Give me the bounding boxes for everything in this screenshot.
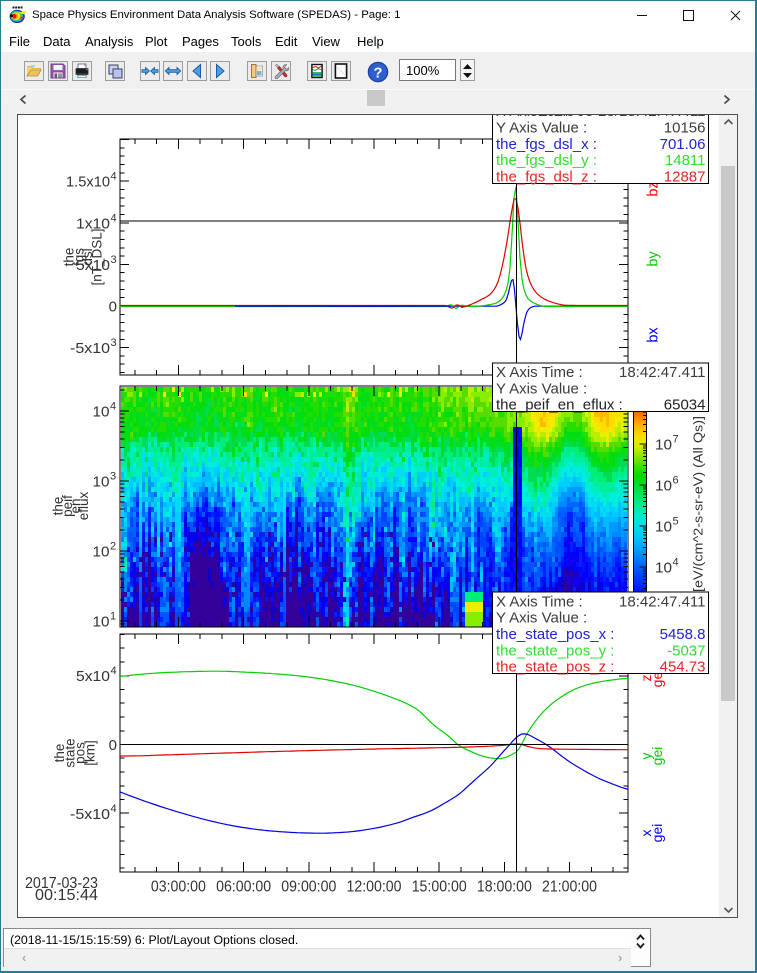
- svg-text:-5x10: -5x10: [70, 340, 110, 357]
- svg-text:10: 10: [93, 544, 110, 561]
- svg-text:2017-03-23/18:42:47.411: 2017-03-23/18:42:47.411: [538, 115, 705, 120]
- svg-text:0: 0: [109, 299, 117, 316]
- svg-text:5: 5: [673, 516, 679, 528]
- svg-text:the_peif_en_eflux :: the_peif_en_eflux :: [496, 397, 623, 414]
- svg-text:X Axis Time :: X Axis Time :: [496, 115, 583, 120]
- svg-text:5x10: 5x10: [76, 668, 110, 685]
- svg-text:4: 4: [673, 557, 679, 569]
- svg-text:3: 3: [111, 254, 117, 266]
- svg-text:7: 7: [673, 434, 679, 446]
- svg-text:-5037: -5037: [667, 642, 705, 659]
- svg-text:state: state: [63, 738, 78, 767]
- svg-text:bx: bx: [646, 327, 662, 343]
- svg-text:dsl: dsl: [80, 248, 95, 265]
- svg-text:1x10: 1x10: [76, 215, 110, 232]
- svg-text:the: the: [51, 497, 66, 516]
- svg-text:701.06: 701.06: [660, 136, 706, 153]
- svg-text:-5x10: -5x10: [70, 806, 110, 823]
- svg-text:18:42:47.411: 18:42:47.411: [619, 593, 705, 610]
- svg-text:eflux: eflux: [76, 491, 91, 520]
- svg-text:5x10: 5x10: [76, 257, 110, 274]
- svg-text:10156: 10156: [664, 120, 706, 137]
- svg-text:bz: bz: [646, 181, 662, 196]
- svg-text:15:00:00: 15:00:00: [412, 879, 467, 896]
- svg-text:4: 4: [110, 401, 116, 413]
- svg-text:the: the: [52, 744, 67, 763]
- svg-text:4: 4: [111, 171, 117, 183]
- svg-text:09:00:00: 09:00:00: [281, 879, 336, 896]
- svg-text:12887: 12887: [664, 168, 706, 185]
- svg-text:pos: pos: [73, 742, 88, 764]
- svg-text:4: 4: [111, 212, 117, 224]
- svg-text:y: y: [638, 753, 654, 760]
- svg-text:fgs: fgs: [72, 248, 87, 266]
- svg-text:Y Axis Value :: Y Axis Value :: [496, 610, 587, 627]
- svg-text:the: the: [62, 248, 77, 267]
- svg-text:4: 4: [111, 803, 117, 815]
- svg-text:18:00:00: 18:00:00: [477, 879, 532, 896]
- svg-text:14811: 14811: [665, 152, 706, 169]
- svg-text:the_state_pos_y :: the_state_pos_y :: [496, 642, 614, 659]
- svg-text:3: 3: [111, 337, 117, 349]
- svg-text:03:00:00: 03:00:00: [151, 879, 206, 896]
- svg-text:the_fgs_dsl_z :: the_fgs_dsl_z :: [496, 168, 597, 185]
- svg-text:by: by: [646, 251, 662, 267]
- svg-text:0: 0: [109, 737, 117, 754]
- svg-text:12:00:00: 12:00:00: [347, 879, 402, 896]
- svg-text:2: 2: [110, 541, 116, 553]
- svg-text:the_state_pos_z :: the_state_pos_z :: [496, 659, 614, 676]
- svg-text:10: 10: [655, 560, 672, 577]
- svg-text:the_fgs_dsl_x :: the_fgs_dsl_x :: [496, 136, 597, 153]
- svg-text:454.73: 454.73: [660, 659, 706, 676]
- svg-text:2017-03-23: 2017-03-23: [25, 875, 98, 892]
- svg-text:10: 10: [655, 519, 672, 536]
- svg-text:[km]: [km]: [83, 740, 98, 766]
- svg-text:[nT_DSL]: [nT_DSL]: [90, 228, 105, 285]
- svg-text:10: 10: [93, 474, 110, 491]
- svg-text:1: 1: [110, 611, 116, 623]
- svg-text:en: en: [68, 498, 83, 513]
- svg-text:4: 4: [111, 665, 117, 677]
- svg-text:18:42:47.411: 18:42:47.411: [619, 364, 705, 381]
- svg-text:the_fgs_dsl_y :: the_fgs_dsl_y :: [496, 152, 597, 169]
- svg-text:06:00:00: 06:00:00: [216, 879, 271, 896]
- svg-text:[eV/(cm^2-s-sr-eV) (All Qs)]: [eV/(cm^2-s-sr-eV) (All Qs)]: [691, 416, 706, 592]
- svg-text:gei: gei: [649, 747, 665, 766]
- svg-text:21:00:00: 21:00:00: [542, 879, 597, 896]
- svg-text:Y Axis Value :: Y Axis Value :: [496, 120, 587, 137]
- svg-text:10: 10: [93, 404, 110, 421]
- svg-text:Y Axis Value :: Y Axis Value :: [496, 380, 587, 397]
- svg-text:10: 10: [655, 478, 672, 495]
- svg-text:10: 10: [93, 614, 110, 631]
- svg-text:?: ?: [374, 66, 383, 82]
- svg-text:peif: peif: [60, 495, 75, 517]
- svg-text:1.5x10: 1.5x10: [66, 174, 110, 191]
- svg-text:10: 10: [655, 437, 672, 454]
- svg-text:6: 6: [673, 475, 679, 487]
- svg-text:the_state_pos_x :: the_state_pos_x :: [496, 626, 614, 643]
- svg-text:65034: 65034: [664, 397, 706, 414]
- svg-text:X Axis Time :: X Axis Time :: [496, 364, 583, 381]
- svg-text:3: 3: [110, 471, 116, 483]
- svg-text:X Axis Time :: X Axis Time :: [496, 593, 583, 610]
- svg-text:5458.8: 5458.8: [660, 626, 706, 643]
- svg-text:z: z: [638, 675, 654, 682]
- svg-text:x: x: [638, 830, 654, 837]
- svg-text:00:15:44: 00:15:44: [35, 887, 98, 904]
- svg-text:gei: gei: [649, 824, 665, 843]
